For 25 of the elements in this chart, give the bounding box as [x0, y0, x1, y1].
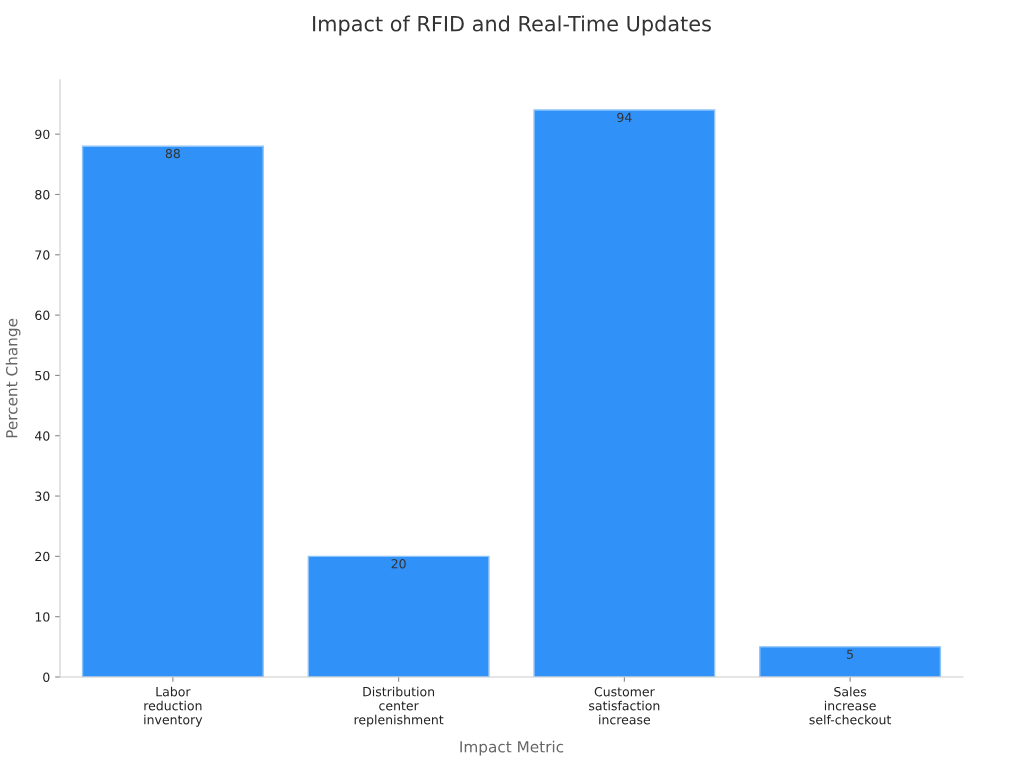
y-tick-label: 70 [35, 250, 50, 260]
y-tick-label: 90 [35, 129, 50, 140]
bar [81, 145, 264, 677]
y-tick-label: 40 [34, 431, 50, 441]
bar [759, 646, 942, 677]
bar [533, 109, 716, 677]
y-tick-label: 10 [35, 612, 50, 622]
chart-title: Impact of RFID and Real-Time Updates [313, 15, 711, 36]
x-tick-label: Distribution center replenishment [354, 686, 444, 727]
x-tick-label: Sales increase self-checkout [809, 686, 892, 725]
y-axis-title: Percent Change [5, 318, 21, 438]
data-label: 20 [391, 558, 406, 569]
data-label: 88 [165, 148, 180, 159]
y-tick-label: 20 [35, 551, 50, 562]
data-label: 5 [847, 649, 853, 659]
bar [307, 555, 490, 677]
y-tick-label: 60 [35, 310, 50, 321]
y-tick-label: 50 [35, 370, 50, 381]
x-tick-label: Customer satisfaction increase [589, 686, 660, 725]
x-tick-label: Labor reduction inventory [144, 686, 203, 727]
y-tick-label: 30 [35, 491, 50, 501]
y-tick-label: 80 [35, 189, 50, 200]
x-axis-title: Impact Metric [460, 740, 564, 756]
data-label: 94 [617, 112, 632, 123]
y-tick-label: 0 [43, 672, 50, 682]
